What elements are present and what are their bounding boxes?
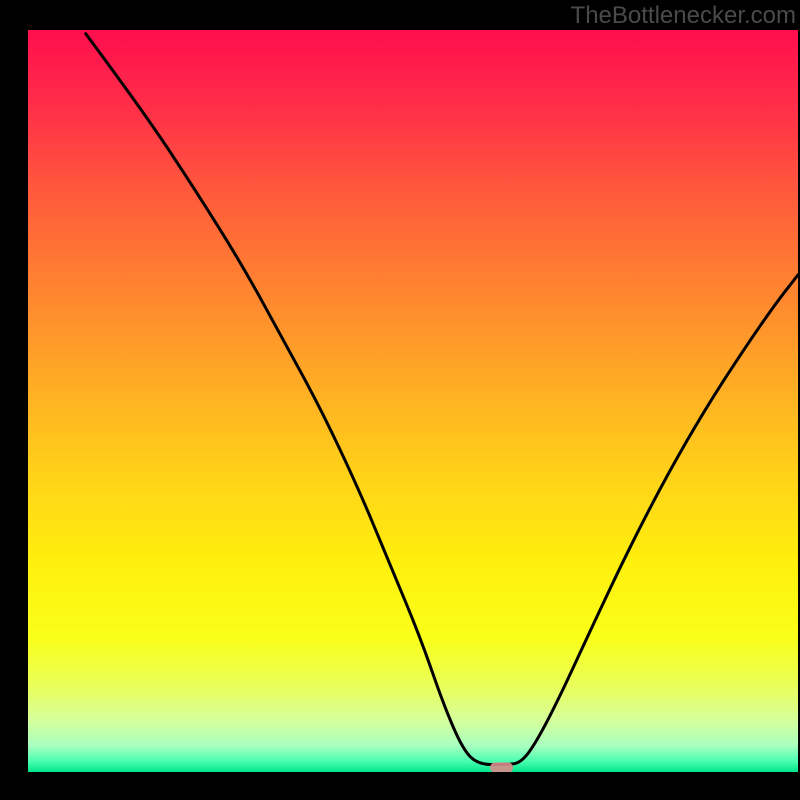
attribution-label: TheBottlenecker.com [571,2,796,30]
bottleneck-curve-chart [28,30,798,772]
chart-background [28,30,798,772]
optimal-marker [490,762,513,772]
